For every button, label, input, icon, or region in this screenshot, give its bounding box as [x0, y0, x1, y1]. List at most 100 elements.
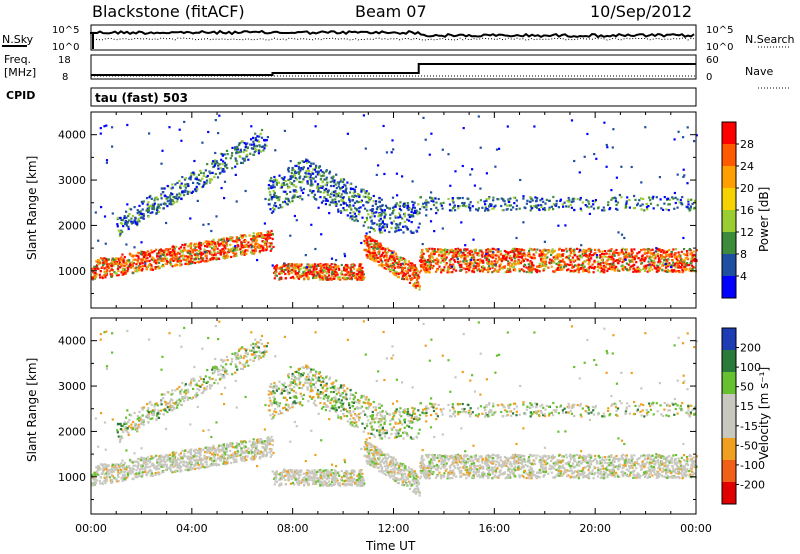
data-cell — [172, 256, 175, 259]
data-cell — [247, 241, 250, 244]
data-cell — [183, 243, 186, 246]
data-cell — [348, 271, 351, 274]
data-cell — [693, 259, 696, 262]
data-cell — [566, 269, 569, 272]
data-cell — [604, 261, 608, 264]
data-cell — [568, 263, 571, 267]
data-cell — [480, 250, 483, 253]
data-cell — [245, 155, 248, 158]
data-cell — [628, 268, 632, 271]
data-cell — [340, 178, 343, 181]
data-cell — [277, 199, 280, 202]
data-cell — [331, 268, 334, 272]
data-cell — [517, 260, 520, 263]
data-cell — [348, 197, 351, 200]
data-cell — [254, 236, 258, 239]
data-cell — [144, 466, 147, 469]
data-cell — [528, 271, 531, 274]
data-cell — [287, 166, 290, 170]
data-cell — [367, 246, 370, 249]
data-cell — [120, 271, 123, 274]
data-cell — [235, 239, 238, 242]
data-cell — [243, 148, 246, 152]
data-cell — [330, 193, 333, 196]
data-cell — [418, 259, 422, 262]
data-cell — [681, 203, 684, 206]
data-cell — [476, 269, 479, 272]
data-cell — [309, 266, 312, 269]
data-cell — [378, 196, 381, 200]
data-cell — [295, 263, 298, 266]
data-cell — [293, 173, 296, 176]
data-cell — [94, 272, 97, 275]
data-cell — [612, 261, 615, 264]
data-cell — [450, 263, 453, 267]
data-cell — [179, 249, 182, 252]
data-cell — [214, 459, 217, 462]
data-cell — [620, 250, 623, 254]
data-cell — [385, 254, 388, 257]
data-cell — [436, 250, 439, 253]
data-cell — [402, 267, 405, 270]
data-cell — [553, 261, 556, 264]
data-cell — [137, 266, 141, 269]
data-cell — [649, 249, 652, 252]
data-cell — [388, 230, 391, 234]
data-cell — [286, 183, 289, 186]
data-cell — [266, 136, 269, 139]
data-cell — [277, 181, 280, 184]
data-cell — [509, 251, 512, 254]
data-cell — [633, 248, 636, 251]
data-cell — [261, 145, 264, 149]
data-cell — [209, 258, 212, 261]
data-cell — [265, 240, 268, 243]
data-cell — [486, 253, 489, 256]
data-cell — [332, 201, 335, 204]
data-cell — [342, 190, 345, 193]
data-cell — [568, 258, 571, 262]
data-cell — [375, 240, 378, 243]
data-cell — [334, 190, 337, 193]
data-cell — [530, 197, 533, 200]
data-cell — [214, 172, 217, 176]
data-cell — [362, 273, 365, 276]
data-cell — [339, 278, 342, 281]
data-cell — [491, 254, 494, 257]
data-cell — [381, 204, 384, 207]
data-cell — [329, 184, 333, 188]
data-cell — [660, 254, 663, 257]
data-cell — [201, 259, 204, 262]
data-cell — [164, 203, 167, 206]
data-cell — [415, 284, 418, 288]
data-cell — [468, 207, 471, 210]
data-cell — [433, 248, 436, 251]
data-cell — [385, 225, 388, 228]
data-cell — [649, 202, 653, 205]
data-cell — [104, 482, 107, 485]
data-cell — [579, 196, 582, 200]
data-cell — [535, 251, 538, 254]
data-cell — [168, 199, 171, 202]
data-cell — [525, 270, 528, 274]
data-cell — [139, 262, 142, 266]
data-cell — [202, 174, 205, 177]
data-cell — [405, 275, 408, 279]
data-cell — [528, 269, 532, 272]
data-cell — [300, 263, 303, 266]
data-cell — [620, 233, 624, 236]
colorbar-swatch — [722, 122, 736, 145]
data-cell — [394, 215, 397, 218]
data-cell — [122, 258, 125, 261]
data-cell — [255, 148, 258, 152]
data-cell — [544, 260, 547, 263]
data-cell — [156, 255, 159, 258]
data-cell — [612, 258, 615, 261]
data-cell — [419, 269, 423, 272]
data-cell — [572, 200, 575, 203]
data-cell — [389, 265, 392, 268]
data-cell — [184, 258, 187, 261]
data-cell — [333, 181, 336, 184]
data-cell — [271, 186, 274, 189]
data-cell — [428, 261, 431, 264]
data-cell — [543, 248, 546, 251]
